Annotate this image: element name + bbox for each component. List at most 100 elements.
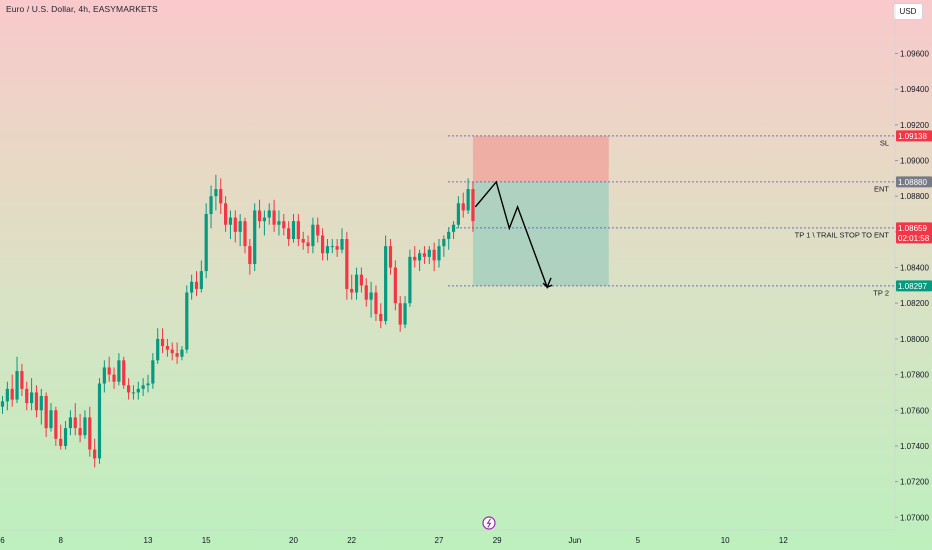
candle[interactable] xyxy=(267,203,271,225)
stop-loss-zone[interactable] xyxy=(472,135,609,182)
candle[interactable] xyxy=(127,378,131,400)
price-tag-tp2[interactable] xyxy=(896,280,932,292)
candle[interactable] xyxy=(335,238,339,257)
candle[interactable] xyxy=(30,378,34,411)
candle[interactable] xyxy=(117,353,121,386)
candle[interactable] xyxy=(165,338,169,357)
candle[interactable] xyxy=(345,231,349,300)
candle[interactable] xyxy=(282,214,286,236)
candle[interactable] xyxy=(354,267,359,300)
candle[interactable] xyxy=(287,221,291,247)
lightning-icon[interactable] xyxy=(482,516,496,530)
candle[interactable] xyxy=(471,181,475,232)
candle[interactable] xyxy=(194,271,199,297)
candle[interactable] xyxy=(122,356,126,389)
candle[interactable] xyxy=(413,246,417,268)
candle[interactable] xyxy=(418,249,422,272)
candle[interactable] xyxy=(330,238,334,254)
candle[interactable] xyxy=(379,303,383,329)
candle[interactable] xyxy=(447,228,451,250)
candle[interactable] xyxy=(190,274,194,300)
candle[interactable] xyxy=(466,178,470,215)
candle[interactable] xyxy=(88,406,92,457)
candle[interactable] xyxy=(15,356,19,404)
candle[interactable] xyxy=(102,360,106,393)
candle[interactable] xyxy=(25,381,29,411)
candle[interactable] xyxy=(243,217,247,254)
candle[interactable] xyxy=(54,406,58,446)
candle[interactable] xyxy=(175,342,179,364)
candle[interactable] xyxy=(340,228,344,254)
candle[interactable] xyxy=(316,217,320,243)
candle[interactable] xyxy=(107,356,111,382)
candle[interactable] xyxy=(398,296,402,332)
candle[interactable] xyxy=(257,199,262,229)
price-tag-tp1[interactable] xyxy=(896,222,932,244)
candle[interactable] xyxy=(136,381,140,400)
candle[interactable] xyxy=(432,242,436,272)
candle[interactable] xyxy=(68,410,72,436)
candle[interactable] xyxy=(10,374,14,407)
candle[interactable] xyxy=(0,395,5,414)
candle[interactable] xyxy=(20,363,24,396)
candle[interactable] xyxy=(39,388,43,425)
candle[interactable] xyxy=(306,235,310,254)
candle[interactable] xyxy=(73,403,77,436)
candle[interactable] xyxy=(170,342,174,361)
candle[interactable] xyxy=(233,210,237,243)
price-tag-ent[interactable] xyxy=(896,176,932,188)
candle[interactable] xyxy=(442,235,446,257)
candle[interactable] xyxy=(238,214,242,247)
candle[interactable] xyxy=(408,249,412,307)
candle[interactable] xyxy=(49,403,53,432)
candle[interactable] xyxy=(180,346,184,361)
candle[interactable] xyxy=(422,246,427,264)
projection-arrow-path[interactable] xyxy=(474,180,552,290)
candle[interactable] xyxy=(219,178,223,215)
candle[interactable] xyxy=(228,210,233,239)
candle[interactable] xyxy=(374,285,378,322)
candle[interactable] xyxy=(321,228,325,261)
candle[interactable] xyxy=(141,378,145,396)
candle[interactable] xyxy=(388,238,393,275)
candle[interactable] xyxy=(151,353,155,389)
candle[interactable] xyxy=(214,174,218,211)
candle[interactable] xyxy=(350,274,354,300)
candle[interactable] xyxy=(156,328,160,364)
candle[interactable] xyxy=(97,378,102,464)
candle[interactable] xyxy=(456,196,460,229)
candle[interactable] xyxy=(199,260,203,293)
candle[interactable] xyxy=(277,210,281,236)
candle[interactable] xyxy=(185,285,189,354)
candle[interactable] xyxy=(59,424,63,450)
candle[interactable] xyxy=(359,267,363,293)
price-tag-sl[interactable] xyxy=(896,130,932,142)
candle[interactable] xyxy=(461,192,465,218)
candle[interactable] xyxy=(325,238,330,261)
candle[interactable] xyxy=(224,196,228,232)
candle[interactable] xyxy=(63,420,68,450)
candle[interactable] xyxy=(204,203,208,279)
candle[interactable] xyxy=(311,217,315,254)
candle[interactable] xyxy=(272,199,276,232)
candle[interactable] xyxy=(160,328,165,354)
candle[interactable] xyxy=(93,438,97,468)
candle[interactable] xyxy=(437,238,441,268)
candle[interactable] xyxy=(44,392,48,438)
candle[interactable] xyxy=(296,214,300,247)
candle[interactable] xyxy=(262,210,266,236)
candle[interactable] xyxy=(34,385,39,418)
currency-button[interactable]: USD xyxy=(893,3,923,20)
candle[interactable] xyxy=(364,278,368,307)
candle[interactable] xyxy=(384,235,388,325)
candle[interactable] xyxy=(112,367,116,389)
candle[interactable] xyxy=(253,203,257,272)
candle[interactable] xyxy=(291,214,296,243)
candle[interactable] xyxy=(369,281,373,318)
candle[interactable] xyxy=(131,385,136,400)
candle[interactable] xyxy=(5,381,9,411)
candle[interactable] xyxy=(393,260,397,311)
candle[interactable] xyxy=(146,374,150,393)
candle[interactable] xyxy=(209,185,213,229)
